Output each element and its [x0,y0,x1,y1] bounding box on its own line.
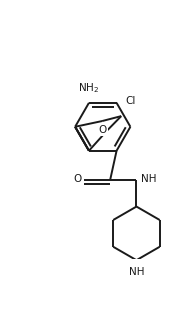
Text: NH: NH [141,174,157,184]
Text: NH$_2$: NH$_2$ [78,81,100,95]
Text: NH: NH [129,267,144,277]
Text: Cl: Cl [125,96,136,106]
Text: O: O [99,125,107,135]
Text: O: O [74,174,82,184]
